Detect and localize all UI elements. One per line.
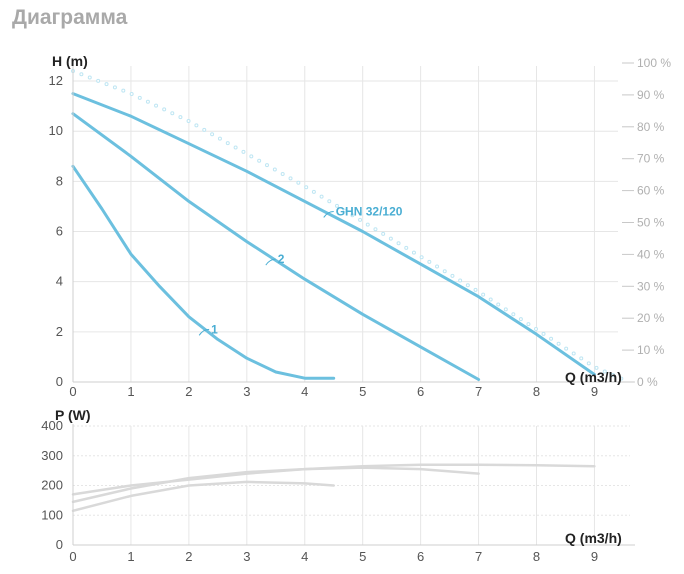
curve-label: 2 [278,252,285,266]
efficiency-tick-label: 40 % [637,247,665,261]
power-x-tick-label: 0 [69,549,76,564]
head-y-tick-label: 12 [49,73,63,88]
power-y-tick-label: 300 [41,448,63,463]
efficiency-tick-label: 80 % [637,120,665,134]
head-curves [71,92,596,381]
efficiency-tick-label: 0 % [637,375,658,389]
head-x-tick-label: 0 [69,384,76,399]
power-x-tick-label: 1 [127,549,134,564]
head-curve-1 [71,164,336,380]
efficiency-tick-label: 60 % [637,184,665,198]
curve-label-leader [198,328,210,336]
curve-label-leader [265,258,276,266]
head-y-tick-label: 10 [49,123,63,138]
head-x-tick-label: 5 [359,384,366,399]
head-x-tick-label: 7 [475,384,482,399]
power-y-tick-label: 0 [56,537,63,552]
efficiency-tick-label: 50 % [637,216,665,230]
power-y-tick-label: 400 [41,418,63,433]
power-x-tick-label: 3 [243,549,250,564]
power-y-axis-title: P (W) [55,407,91,423]
efficiency-tick-label: 10 % [637,343,665,357]
curve-label: 1 [211,322,218,336]
efficiency-tick-label: 90 % [637,88,665,102]
page-title: Диаграмма [12,6,128,29]
power-x-tick-label: 6 [417,549,424,564]
efficiency-tick-label: 30 % [637,279,665,293]
head-x-tick-label: 2 [185,384,192,399]
power-curves [71,463,596,513]
head-chart-labels: 1 2 GHN 32/120 [198,204,403,336]
head-x-tick-label: 9 [591,384,598,399]
power-chart-grid [72,425,630,546]
power-x-tick-label: 4 [301,549,308,564]
head-x-tick-label: 4 [301,384,308,399]
efficiency-tick-label: 70 % [637,152,665,166]
power-x-tick-label: 5 [359,549,366,564]
power-x-tick-label: 8 [533,549,540,564]
head-y-tick-label: 0 [56,374,63,389]
head-curve-2 [71,112,481,381]
head-x-tick-label: 3 [243,384,250,399]
power-y-tick-label: 200 [41,478,63,493]
head-curve-3 [71,92,596,376]
power-x-tick-label: 7 [475,549,482,564]
efficiency-tick-label: 20 % [637,311,665,325]
head-y-tick-label: 4 [56,274,63,289]
head-y-tick-label: 8 [56,173,63,188]
power-chart-axes: 0 100 200 300 400 0 1 2 3 4 5 6 7 8 9 P (W) Q (m3/h) [41,407,635,564]
efficiency-tick-label: 100 % [637,56,671,70]
head-x-tick-label: 1 [127,384,134,399]
head-y-axis-title: H (m) [52,53,88,69]
power-x-tick-label: 9 [591,549,598,564]
power-curve-3 [71,463,596,496]
power-y-tick-label: 100 [41,507,63,522]
head-x-tick-label: 8 [533,384,540,399]
curve-label: GHN 32/120 [336,204,403,218]
curve-label-leader [323,210,334,218]
power-x-axis-title: Q (m3/h) [565,530,622,546]
head-y-tick-label: 6 [56,224,63,239]
head-y-tick-label: 2 [56,324,63,339]
power-curve-1 [71,480,335,513]
head-x-axis-title: Q (m3/h) [565,369,622,385]
head-x-tick-label: 6 [417,384,424,399]
power-x-tick-label: 2 [185,549,192,564]
